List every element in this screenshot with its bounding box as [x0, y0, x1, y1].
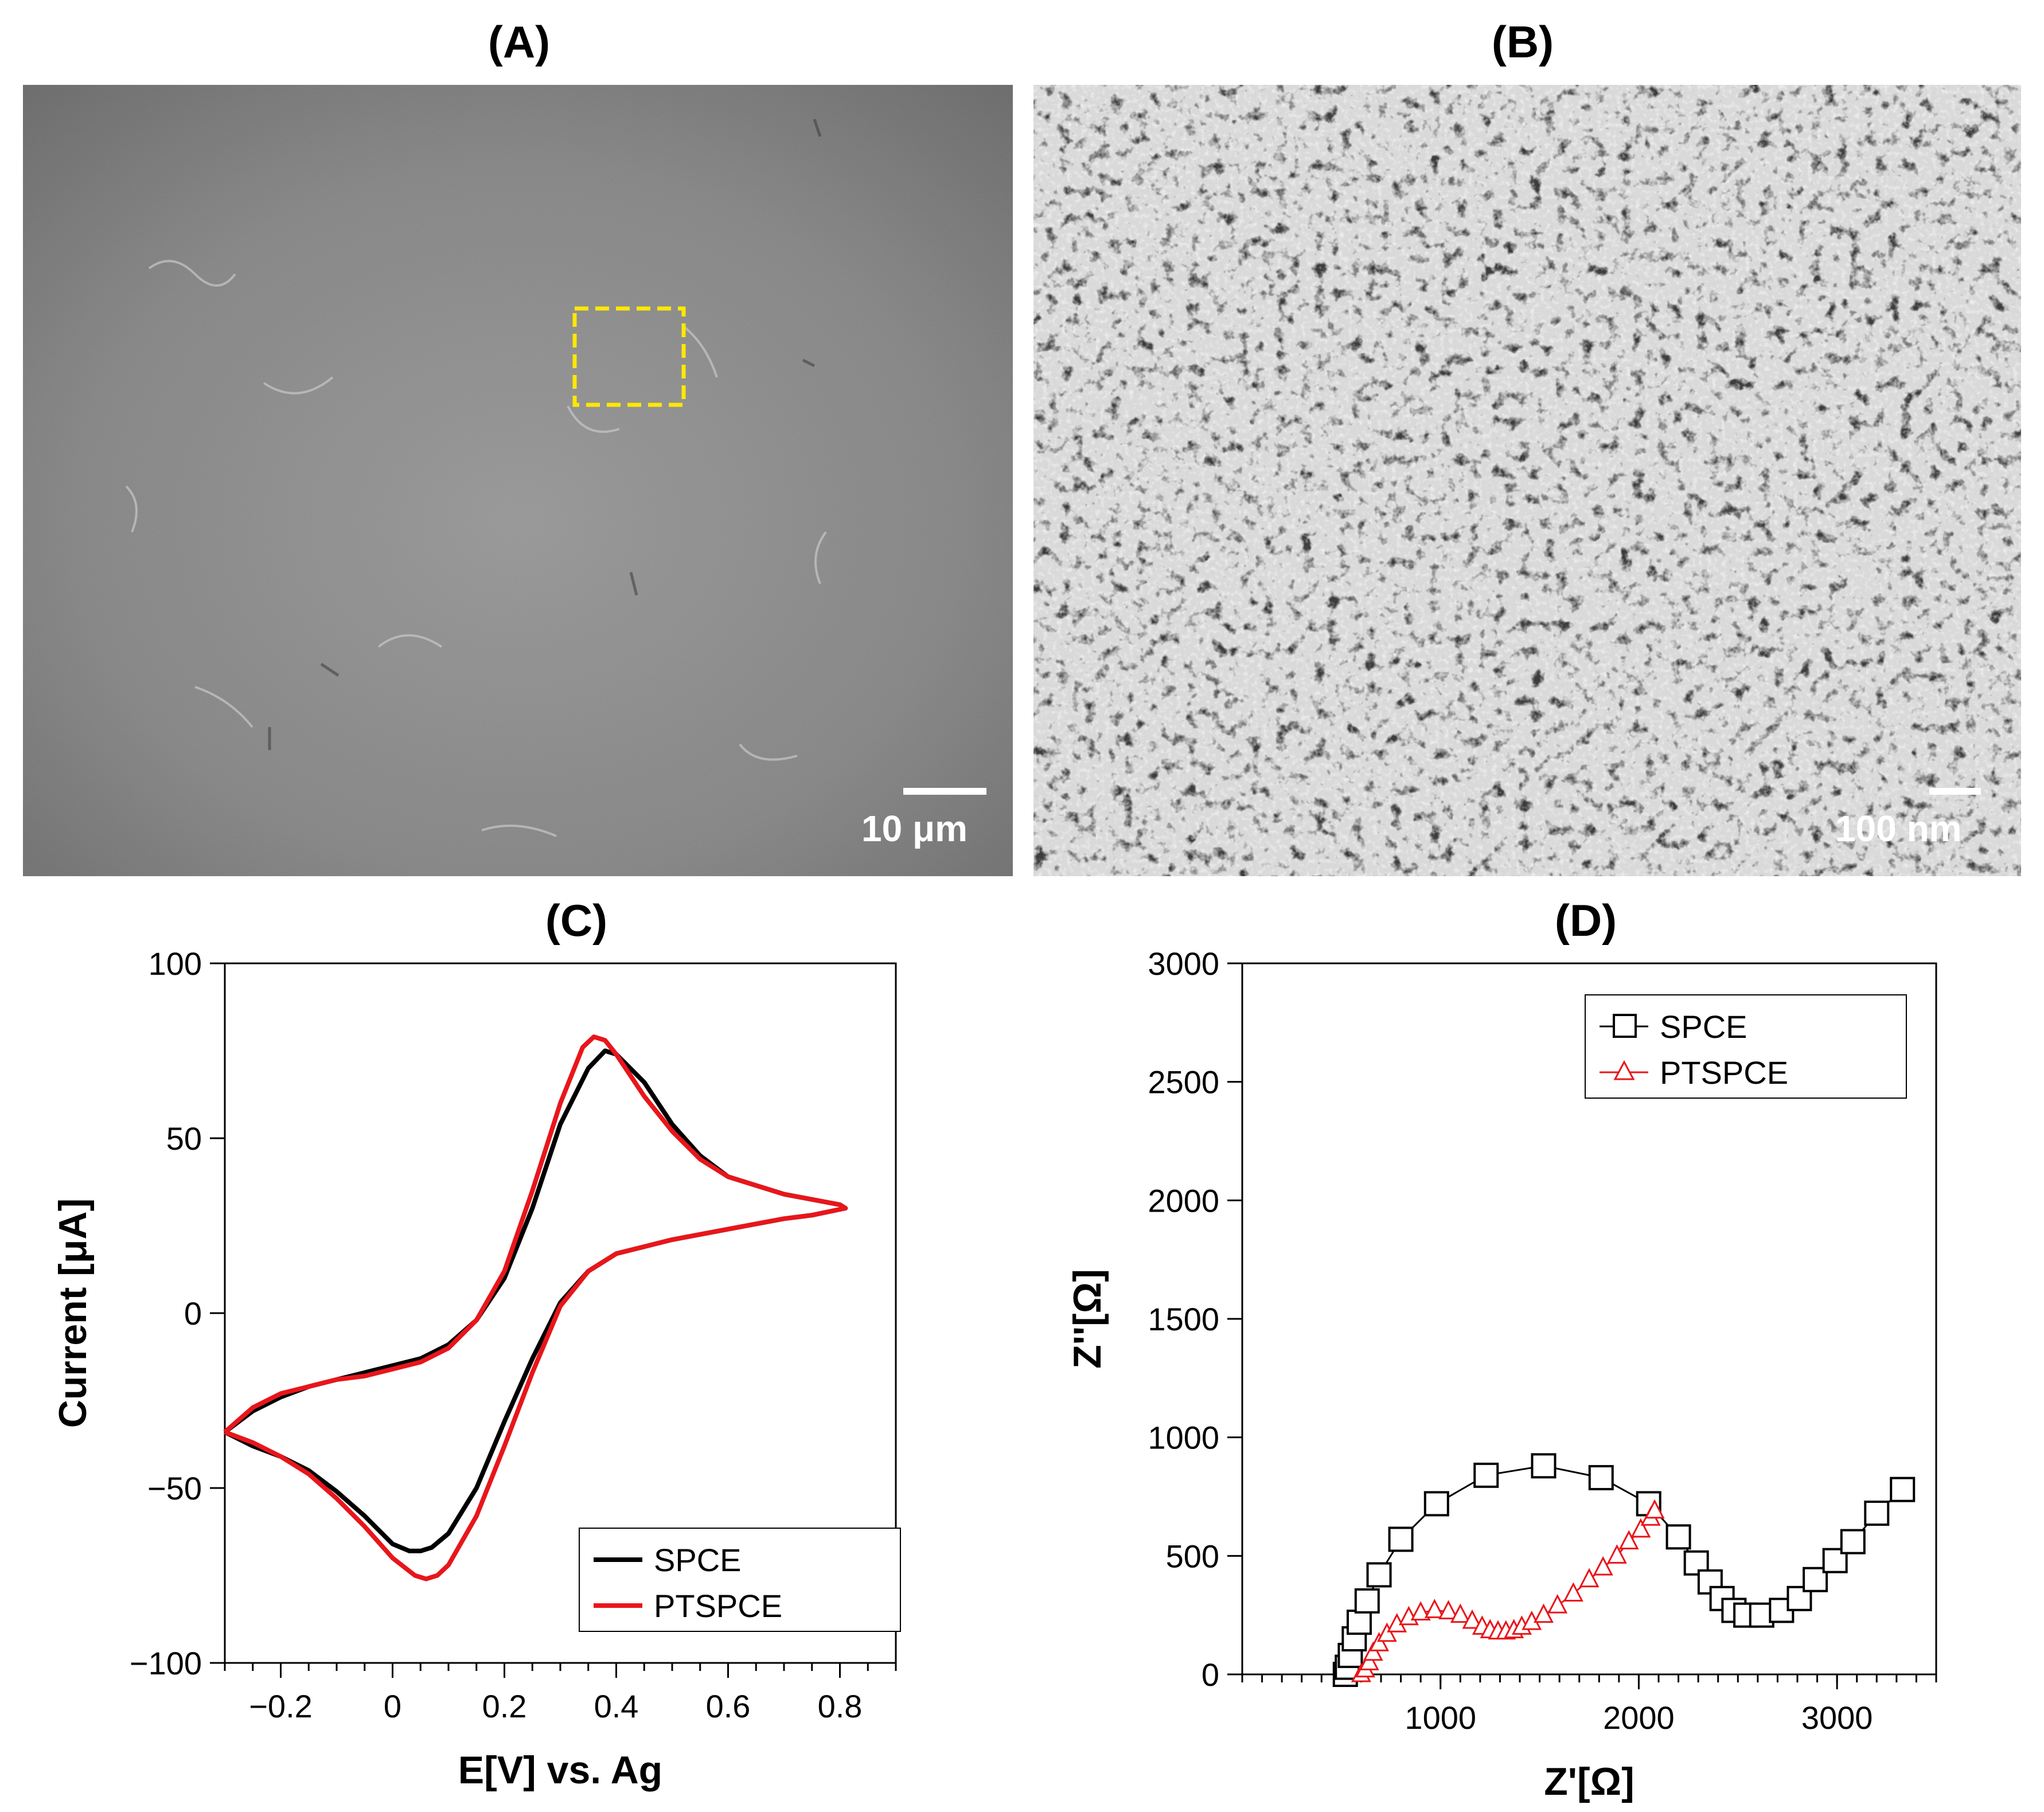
chart-d-series-spce-point	[1354, 1588, 1380, 1614]
chart-d-x-tick-label: 1000	[1405, 1700, 1476, 1736]
chart-d-series-ptspce-point	[1359, 1651, 1379, 1670]
chart-d-series-spce-point	[1531, 1453, 1557, 1479]
chart-c-y-tick-label: 50	[166, 1120, 202, 1157]
chart-d-series-ptspce-point	[1438, 1600, 1459, 1619]
chart-d-legend	[1585, 994, 1907, 1099]
chart-d-series-ptspce-point	[1563, 1582, 1583, 1602]
chart-d-series-ptspce-point	[1547, 1594, 1568, 1614]
chart-d-series-spce-point	[1890, 1477, 1916, 1502]
chart-d-series-spce-point	[1588, 1465, 1614, 1490]
chart-c-y-tick-label: −50	[147, 1470, 202, 1506]
chart-d-y-tick-label: 3000	[1148, 946, 1219, 982]
chart-d-y-tick-label: 1000	[1148, 1420, 1219, 1456]
chart-d-series-spce-point	[1864, 1500, 1890, 1526]
sem-texture-b	[1033, 85, 2021, 876]
chart-c-series-spce-line	[223, 1048, 848, 1553]
chart-d-series-ptspce-point	[1644, 1499, 1665, 1519]
chart-c-legend-ptspce-label: PTSPCE	[654, 1588, 782, 1624]
chart-d-series-ptspce-point	[1450, 1603, 1470, 1623]
sem-image-a: 10 μm	[23, 85, 1013, 876]
zoom-region-box	[572, 306, 686, 407]
chart-d-series-ptspce-point	[1410, 1601, 1431, 1621]
chart-d-series-spce-point	[1473, 1462, 1499, 1488]
chart-d-series-ptspce-point	[1462, 1609, 1483, 1629]
panel-a-title: (A)	[487, 17, 551, 67]
chart-d-series-ptspce-point	[1534, 1603, 1554, 1623]
scale-bar-b	[1929, 788, 1981, 795]
chart-d-series-spce-point	[1840, 1529, 1866, 1555]
scale-bar-a	[903, 788, 986, 795]
cv-chart: −0.2 0 0.2 0.4 0.6 0.8 −100 −50 0 50 100 E[V] vs. A…	[51, 946, 901, 1792]
chart-d-y-tick-label: 500	[1166, 1538, 1219, 1574]
chart-d-series-spce-point	[1423, 1491, 1449, 1517]
chart-d-y-tick-label: 0	[1202, 1657, 1219, 1693]
chart-d-series-ptspce-point	[1424, 1599, 1445, 1618]
chart-d-series-ptspce-point	[1376, 1622, 1397, 1642]
chart-c-x-tick-label: 0.6	[706, 1688, 751, 1724]
chart-d-y-tick-label: 1500	[1148, 1301, 1219, 1337]
chart-d-series-ptspce-point	[1593, 1556, 1613, 1576]
scale-bar-label-b: 100 nm	[1835, 808, 1962, 849]
chart-d-legend-ptspce-label: PTSPCE	[1660, 1055, 1788, 1091]
chart-c-x-tick-label: −0.2	[249, 1688, 313, 1724]
chart-d-series-ptspce-point	[1618, 1530, 1639, 1550]
chart-c-x-axis-label: E[V] vs. Ag	[458, 1748, 662, 1792]
chart-c-x-tick-label: 0.4	[594, 1688, 639, 1724]
panel-c-title: (C)	[545, 895, 608, 946]
chart-d-x-axis-label: Z'[Ω]	[1544, 1760, 1635, 1803]
chart-c-y-tick-label: 0	[184, 1295, 202, 1331]
nyquist-chart: 1000 2000 3000 0 500 1000 1500 2000 2500 3000 Z'[Ω…	[1066, 946, 1937, 1803]
chart-c-x-tick-label: 0	[384, 1688, 401, 1724]
chart-d-y-tick-label: 2500	[1148, 1064, 1219, 1100]
chart-c-legend-spce-label: SPCE	[654, 1542, 742, 1578]
chart-d-series-ptspce-point	[1363, 1641, 1383, 1661]
chart-d-series-spce-point	[1346, 1610, 1372, 1635]
chart-d-x-tick-label: 2000	[1603, 1700, 1675, 1736]
panel-d-title: (D)	[1554, 895, 1617, 946]
chart-c-x-tick-label: 0.8	[818, 1688, 863, 1724]
chart-d-series-spce-point	[1388, 1526, 1414, 1552]
chart-c-y-tick-label: 100	[149, 946, 202, 982]
chart-d-series-ptspce-point	[1579, 1568, 1600, 1588]
chart-d-y-axis-label: Z''[Ω]	[1066, 1269, 1109, 1369]
chart-d-legend-ptspce-marker	[1613, 1060, 1635, 1080]
chart-d-legend-spce-label: SPCE	[1660, 1009, 1747, 1045]
chart-d-series-ptspce-point	[1369, 1632, 1390, 1651]
chart-d-x-tick-label: 3000	[1801, 1700, 1873, 1736]
panel-b-title: (B)	[1491, 17, 1554, 67]
chart-c-y-axis-label: Current [μA]	[51, 1198, 95, 1428]
sem-image-b: 100 nm	[1033, 85, 2021, 876]
chart-c-y-tick-label: −100	[130, 1645, 202, 1681]
scale-bar-label-a: 10 μm	[861, 808, 968, 849]
chart-c-series-ptspce-line	[223, 1034, 848, 1581]
chart-d-series-ptspce-point	[1606, 1544, 1627, 1564]
chart-d-series-ptspce-point	[1630, 1518, 1651, 1538]
chart-c-legend	[579, 1528, 901, 1632]
chart-d-series-spce-point	[1366, 1562, 1392, 1588]
sem-texture-a	[23, 85, 1013, 876]
chart-c-x-tick-label: 0.2	[482, 1688, 527, 1724]
chart-d-y-tick-label: 2000	[1148, 1182, 1219, 1219]
chart-d-legend-spce-marker	[1613, 1014, 1637, 1038]
chart-d-series-spce-point	[1665, 1524, 1691, 1550]
